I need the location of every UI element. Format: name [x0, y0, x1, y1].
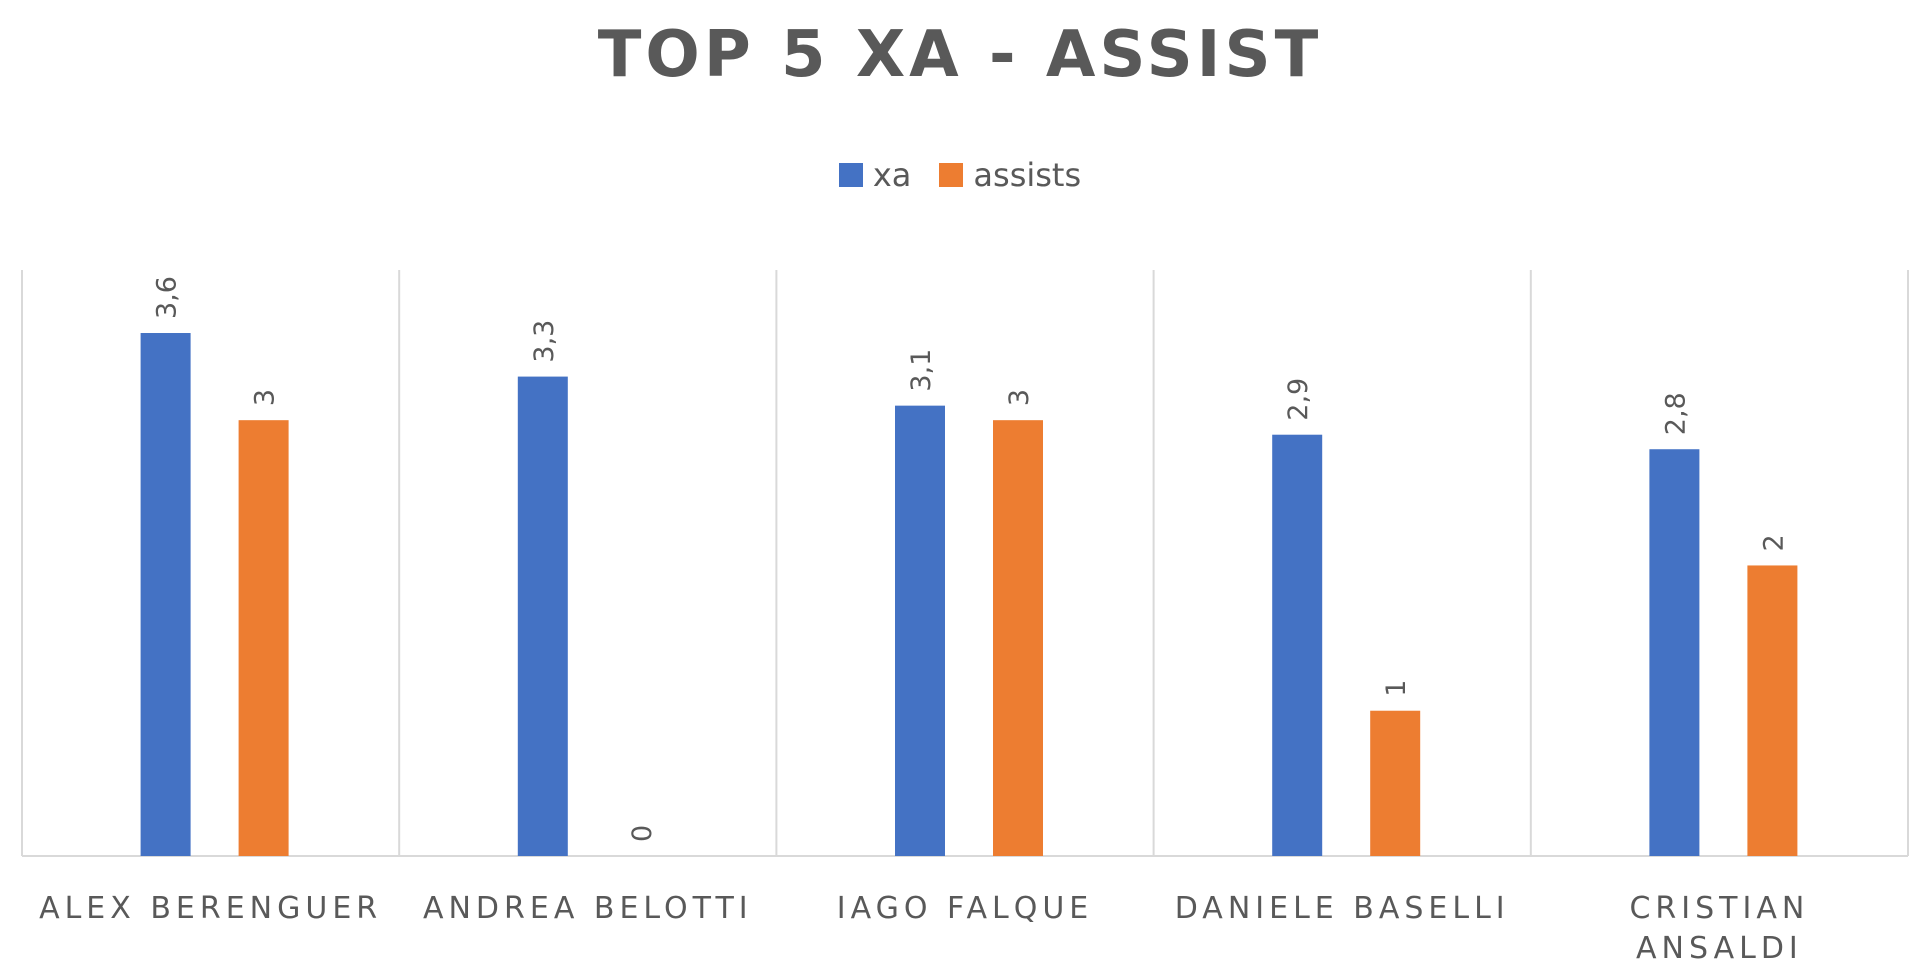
- legend: xa assists: [0, 156, 1920, 194]
- x-tick-label: CRISTIAN: [1629, 891, 1809, 926]
- bar-xa: [1649, 449, 1700, 856]
- data-label-xa: 3,6: [152, 276, 183, 319]
- legend-item-xa: xa: [838, 156, 912, 194]
- data-label-xa: 3,1: [906, 349, 937, 392]
- data-label-xa: 2,8: [1660, 392, 1691, 435]
- data-label-xa: 2,9: [1283, 378, 1314, 421]
- x-tick-label: IAGO FALQUE: [837, 891, 1094, 926]
- data-label-assists: 0: [627, 825, 658, 842]
- bar-assists: [238, 420, 289, 856]
- x-tick-label: ALEX BERENGUER: [39, 891, 382, 926]
- data-label-assists: 3: [250, 389, 281, 406]
- legend-swatch-assists: [939, 163, 964, 187]
- bar-assists: [1370, 710, 1421, 856]
- bar-assists: [1747, 565, 1798, 856]
- data-label-assists: 2: [1758, 534, 1789, 551]
- x-tick-label: ANDREA BELOTTI: [423, 891, 753, 926]
- legend-label-assists: assists: [973, 156, 1082, 194]
- data-label-assists: 1: [1381, 680, 1412, 697]
- legend-item-assists: assists: [939, 156, 1081, 194]
- x-tick-label: ANSALDI: [1636, 931, 1803, 966]
- data-label-xa: 3,3: [529, 320, 560, 363]
- bar-xa: [517, 376, 568, 856]
- bar-xa: [895, 405, 945, 856]
- x-tick-label: DANIELE BASELLI: [1175, 891, 1510, 926]
- bar-xa: [140, 333, 191, 856]
- bar-xa: [1272, 434, 1323, 856]
- bar-assists: [993, 420, 1043, 856]
- data-label-assists: 3: [1004, 389, 1035, 406]
- chart-title: TOP 5 XA - ASSIST: [597, 18, 1323, 92]
- legend-label-xa: xa: [872, 156, 912, 194]
- legend-swatch-xa: [838, 163, 863, 187]
